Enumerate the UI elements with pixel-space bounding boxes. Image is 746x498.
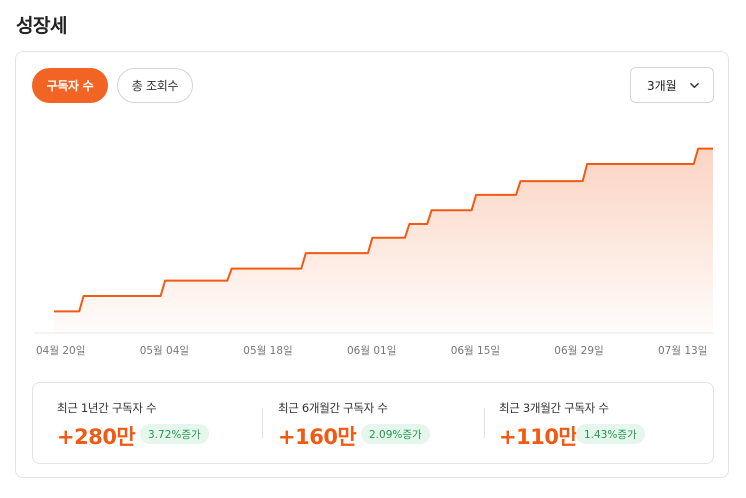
- chart-area-fill: [54, 148, 713, 333]
- stat-value: +280만: [57, 425, 136, 449]
- series-line-subscribers: [54, 147, 713, 313]
- stat-value: +110만: [499, 425, 578, 449]
- stat-label: 최근 1년간 구독자 수: [57, 401, 157, 415]
- chevron-down-icon: [690, 82, 699, 89]
- stat-value: +160만: [278, 425, 357, 449]
- x-tick-label: 06월 01일: [347, 344, 396, 357]
- stat-6m: 최근 6개월간 구독자 수 +160만 2.09%증가: [278, 383, 488, 463]
- stats-panel: 최근 1년간 구독자 수 +280만 3.72%증가 최근 6개월간 구독자 수…: [32, 382, 714, 464]
- x-tick-label: 06월 15일: [451, 344, 500, 357]
- stat-1y: 최근 1년간 구독자 수 +280만 3.72%증가: [57, 383, 257, 463]
- x-tick-label: 05월 04일: [140, 344, 189, 357]
- stat-badge: 1.43%증가: [576, 424, 645, 444]
- x-tick-label: 04월 20일: [36, 344, 85, 357]
- tab-total-views[interactable]: 총 조회수: [117, 68, 193, 103]
- stat-label: 최근 6개월간 구독자 수: [278, 401, 388, 415]
- tab-subscribers[interactable]: 구독자 수: [32, 68, 108, 103]
- period-dropdown[interactable]: 3개월: [630, 67, 714, 103]
- stat-divider: [262, 408, 263, 438]
- growth-card: 구독자 수 총 조회수 3개월 04월 20일 05월 04일 05월 18일 06월…: [15, 51, 729, 478]
- x-tick-label: 07월 13일: [658, 344, 707, 357]
- page-title: 성장세: [16, 15, 67, 37]
- stat-badge: 2.09%증가: [361, 424, 430, 444]
- x-tick-label: 05월 18일: [243, 344, 292, 357]
- x-tick-label: 06월 29일: [554, 344, 603, 357]
- period-dropdown-value: 3개월: [647, 78, 677, 93]
- stat-badge: 3.72%증가: [140, 424, 209, 444]
- stat-3m: 최근 3개월간 구독자 수 +110만 1.43%증가: [499, 383, 709, 463]
- stat-divider: [484, 408, 485, 438]
- stat-label: 최근 3개월간 구독자 수: [499, 401, 609, 415]
